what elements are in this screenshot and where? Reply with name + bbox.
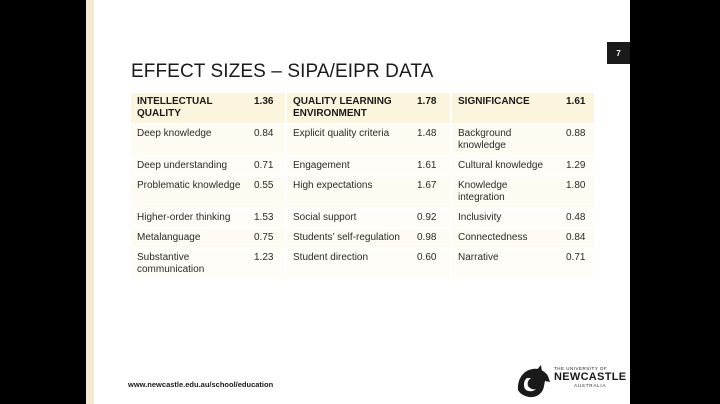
table-row: Problematic knowledge 0.55 High expectat… bbox=[131, 177, 594, 209]
cell-value: 0.71 bbox=[560, 249, 594, 281]
table-row: Metalanguage 0.75 Students’ self-regulat… bbox=[131, 229, 594, 249]
cell-label: Inclusivity bbox=[450, 209, 560, 229]
header-label: INTELLECTUAL QUALITY bbox=[131, 93, 248, 125]
effect-sizes-table: INTELLECTUAL QUALITY 1.36 QUALITY LEARNI… bbox=[131, 93, 594, 281]
table-row: Deep knowledge 0.84 Explicit quality cri… bbox=[131, 125, 594, 157]
cell-value: 1.61 bbox=[411, 157, 450, 177]
logo-line-newcastle: NEWCASTLE bbox=[554, 371, 627, 383]
cell-value: 0.60 bbox=[411, 249, 450, 281]
cell-value: 1.80 bbox=[560, 177, 594, 209]
slide-number: 7 bbox=[607, 42, 630, 64]
header-value: 1.61 bbox=[560, 93, 594, 125]
cell-label: Deep knowledge bbox=[131, 125, 248, 157]
slide-title: EFFECT SIZES – SIPA/EIPR DATA bbox=[131, 61, 434, 82]
cell-label: Problematic knowledge bbox=[131, 177, 248, 209]
cell-value: 1.67 bbox=[411, 177, 450, 209]
cell-label: Explicit quality criteria bbox=[285, 125, 411, 157]
cell-label: Substantive communication bbox=[131, 249, 248, 281]
header-label: QUALITY LEARNING ENVIRONMENT bbox=[285, 93, 411, 125]
cell-label: Connectedness bbox=[450, 229, 560, 249]
slide-accent-bar bbox=[86, 0, 94, 404]
table-row: Deep understanding 0.71 Engagement 1.61 … bbox=[131, 157, 594, 177]
header-label: SIGNIFICANCE bbox=[450, 93, 560, 125]
cell-label: Student direction bbox=[285, 249, 411, 281]
cell-value: 1.48 bbox=[411, 125, 450, 157]
logo-line-university: THE UNIVERSITY OF bbox=[554, 366, 608, 371]
cell-value: 0.92 bbox=[411, 209, 450, 229]
cell-label: Students’ self-regulation bbox=[285, 229, 411, 249]
cell-label: Engagement bbox=[285, 157, 411, 177]
cell-value: 1.23 bbox=[248, 249, 285, 281]
table-header-row: INTELLECTUAL QUALITY 1.36 QUALITY LEARNI… bbox=[131, 93, 594, 125]
header-value: 1.36 bbox=[248, 93, 285, 125]
cell-value: 0.48 bbox=[560, 209, 594, 229]
table-row: Substantive communication 1.23 Student d… bbox=[131, 249, 594, 281]
cell-label: Metalanguage bbox=[131, 229, 248, 249]
cell-value: 0.84 bbox=[560, 229, 594, 249]
cell-label: Knowledge integration bbox=[450, 177, 560, 209]
cell-value: 1.29 bbox=[560, 157, 594, 177]
university-wordmark: THE UNIVERSITY OF NEWCASTLE AUSTRALIA bbox=[554, 366, 626, 388]
logo-line-australia: AUSTRALIA bbox=[574, 383, 607, 388]
cell-value: 0.71 bbox=[248, 157, 285, 177]
table-row: Higher-order thinking 1.53 Social suppor… bbox=[131, 209, 594, 229]
cell-label: Narrative bbox=[450, 249, 560, 281]
cell-value: 0.98 bbox=[411, 229, 450, 249]
cell-label: Social support bbox=[285, 209, 411, 229]
cell-label: Background knowledge bbox=[450, 125, 560, 157]
header-value: 1.78 bbox=[411, 93, 450, 125]
cell-value: 0.88 bbox=[560, 125, 594, 157]
cell-value: 1.53 bbox=[248, 209, 285, 229]
cell-value: 0.84 bbox=[248, 125, 285, 157]
cell-label: Deep understanding bbox=[131, 157, 248, 177]
cell-label: High expectations bbox=[285, 177, 411, 209]
cell-label: Higher-order thinking bbox=[131, 209, 248, 229]
university-logo-icon bbox=[517, 365, 550, 398]
cell-value: 0.55 bbox=[248, 177, 285, 209]
cell-label: Cultural knowledge bbox=[450, 157, 560, 177]
cell-value: 0.75 bbox=[248, 229, 285, 249]
footer-url: www.newcastle.edu.au/school/education bbox=[128, 380, 274, 389]
